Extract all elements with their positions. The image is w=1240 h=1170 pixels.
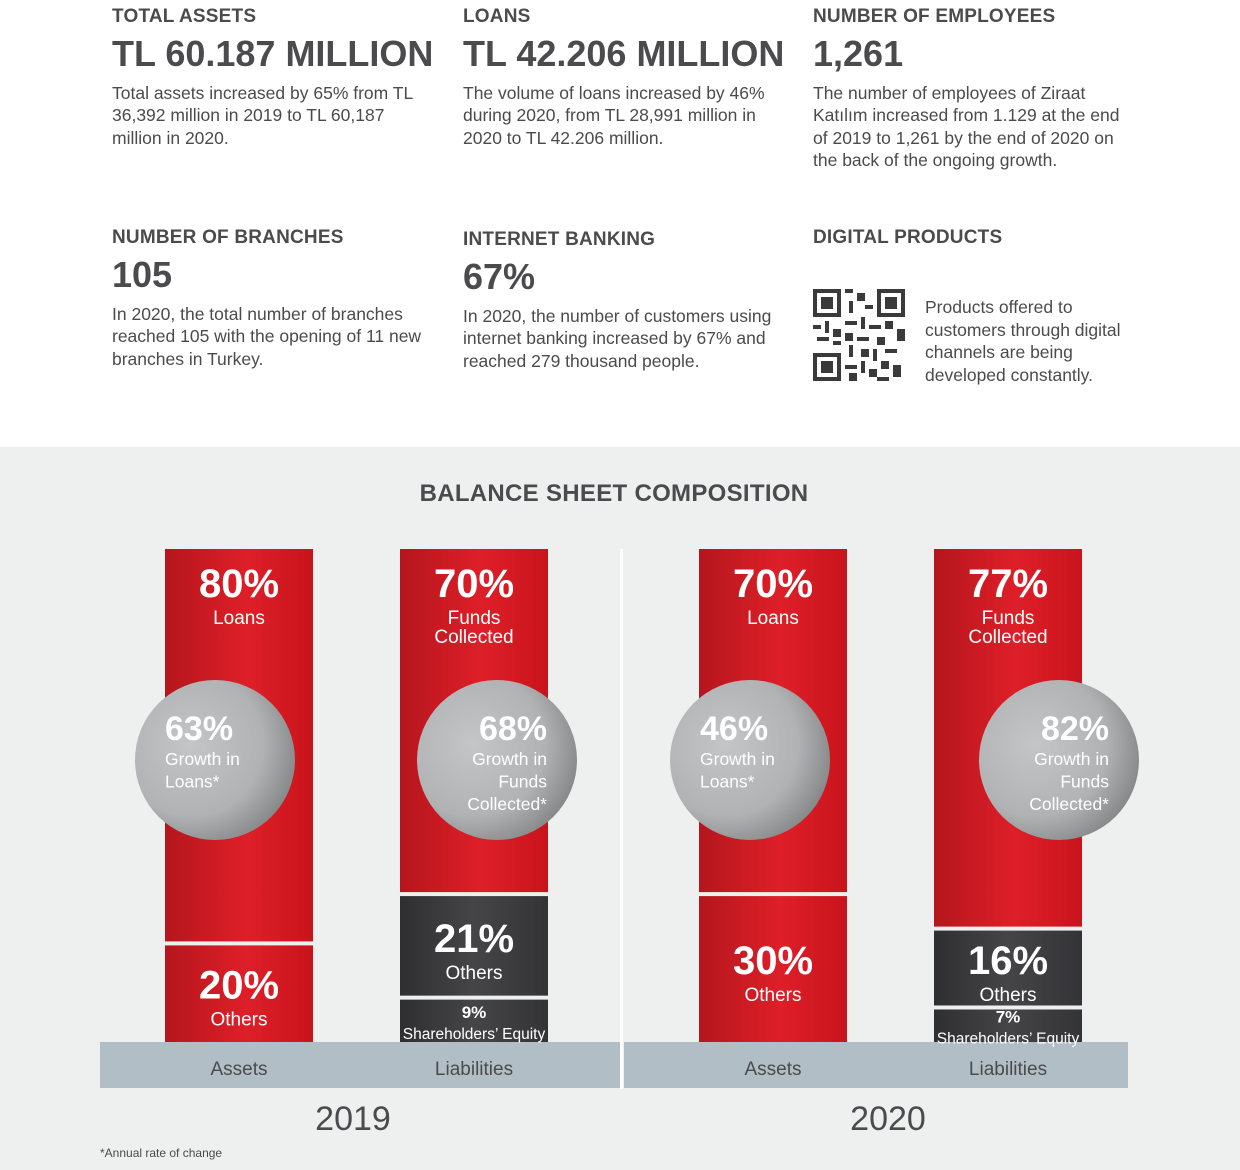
stat-description: The number of employees of Ziraat Katılı… <box>813 82 1120 171</box>
segment-label: Collected <box>968 627 1047 648</box>
segment-label: Loans <box>747 608 799 629</box>
segment-percent: 77% <box>968 562 1048 606</box>
segment-label: Others <box>210 1010 267 1031</box>
segment-label: Loans <box>213 608 265 629</box>
growth-label: Growth in <box>700 749 775 769</box>
stat-value: TL 60.187 MILLION <box>112 33 434 74</box>
category-label: Liabilities <box>435 1059 513 1080</box>
stat-employees: NUMBER OF EMPLOYEES 1,261 The number of … <box>813 6 1143 172</box>
growth-label: Growth in <box>1034 749 1109 769</box>
category-label: Assets <box>210 1059 267 1080</box>
segment-percent: 7% <box>996 1008 1021 1027</box>
stat-internet-banking: INTERNET BANKING 67% In 2020, the number… <box>463 229 793 372</box>
segment-percent: 20% <box>199 964 279 1008</box>
growth-label: Growth in <box>165 749 240 769</box>
growth-label: Loans* <box>165 772 220 792</box>
stat-description: The volume of loans increased by 46% dur… <box>463 82 765 148</box>
bar-segment <box>400 896 548 996</box>
segment-label: Others <box>445 963 502 984</box>
bar-segment <box>400 999 548 1042</box>
segment-percent: 30% <box>733 939 813 983</box>
bar-segment <box>699 896 847 1042</box>
stat-label: NUMBER OF BRANCHES <box>112 227 344 248</box>
stat-digital-products: DIGITAL PRODUCTS <box>813 227 1143 249</box>
segment-label: Funds <box>448 608 501 629</box>
stat-label: INTERNET BANKING <box>463 229 656 250</box>
growth-percent: 82% <box>1041 710 1109 748</box>
category-label: Assets <box>744 1059 801 1080</box>
bar-segment <box>934 1009 1082 1042</box>
year-label: 2020 <box>850 1100 926 1138</box>
segment-label: Others <box>744 985 801 1006</box>
segment-label: Funds <box>982 608 1035 629</box>
bar-segment <box>165 945 313 1042</box>
growth-percent: 46% <box>700 710 768 748</box>
segment-label: Others <box>979 985 1036 1006</box>
stat-description: In 2020, the number of customers using i… <box>463 305 772 371</box>
growth-bubble <box>979 680 1139 840</box>
growth-percent: 68% <box>479 710 547 748</box>
stat-value: 105 <box>112 254 173 295</box>
growth-bubble <box>417 680 577 840</box>
stat-value: TL 42.206 MILLION <box>463 33 785 74</box>
stat-label: LOANS <box>463 6 531 27</box>
growth-label: Growth in <box>472 749 547 769</box>
growth-bubble <box>670 680 830 840</box>
bar-segment <box>934 930 1082 1006</box>
year-divider <box>620 549 623 1089</box>
axis-band <box>624 1042 1128 1088</box>
segment-label: Collected <box>434 627 513 648</box>
stat-label: DIGITAL PRODUCTS <box>813 227 1003 248</box>
stat-description: In 2020, the total number of branches re… <box>112 303 422 369</box>
segment-percent: 9% <box>462 1003 487 1022</box>
digital-products-description: Products offered to customers through di… <box>925 297 1121 385</box>
growth-label: Loans* <box>700 772 755 792</box>
footnote: *Annual rate of change <box>100 1146 223 1160</box>
stat-label: TOTAL ASSETS <box>112 6 257 27</box>
segment-percent: 80% <box>199 562 279 606</box>
growth-bubble <box>135 680 295 840</box>
stat-loans: LOANS TL 42.206 MILLION The volume of lo… <box>463 6 793 149</box>
chart-title: BALANCE SHEET COMPOSITION <box>419 480 809 507</box>
stat-branches: NUMBER OF BRANCHES 105 In 2020, the tota… <box>112 227 442 370</box>
growth-percent: 63% <box>165 710 233 748</box>
year-label: 2019 <box>315 1100 391 1138</box>
segment-percent: 21% <box>434 917 514 961</box>
stat-label: NUMBER OF EMPLOYEES <box>813 6 1056 27</box>
segment-label: Shareholders’ Equity <box>403 1026 546 1043</box>
segment-percent: 70% <box>733 562 813 606</box>
stat-description: Total assets increased by 65% from TL 36… <box>112 82 413 148</box>
stat-value: 67% <box>463 256 536 297</box>
axis-band <box>100 1042 620 1088</box>
growth-label: Funds <box>1060 772 1109 792</box>
growth-label: Funds <box>498 772 547 792</box>
growth-label: Collected* <box>467 794 547 814</box>
category-label: Liabilities <box>969 1059 1047 1080</box>
growth-label: Collected* <box>1029 794 1109 814</box>
stat-value: 1,261 <box>813 33 904 74</box>
stat-total-assets: TOTAL ASSETS TL 60.187 MILLION Total ass… <box>112 6 442 149</box>
segment-percent: 16% <box>968 939 1048 983</box>
segment-percent: 70% <box>434 562 514 606</box>
segment-label: Shareholders’ Equity <box>937 1031 1080 1048</box>
qr-code-icon[interactable] <box>813 289 905 381</box>
